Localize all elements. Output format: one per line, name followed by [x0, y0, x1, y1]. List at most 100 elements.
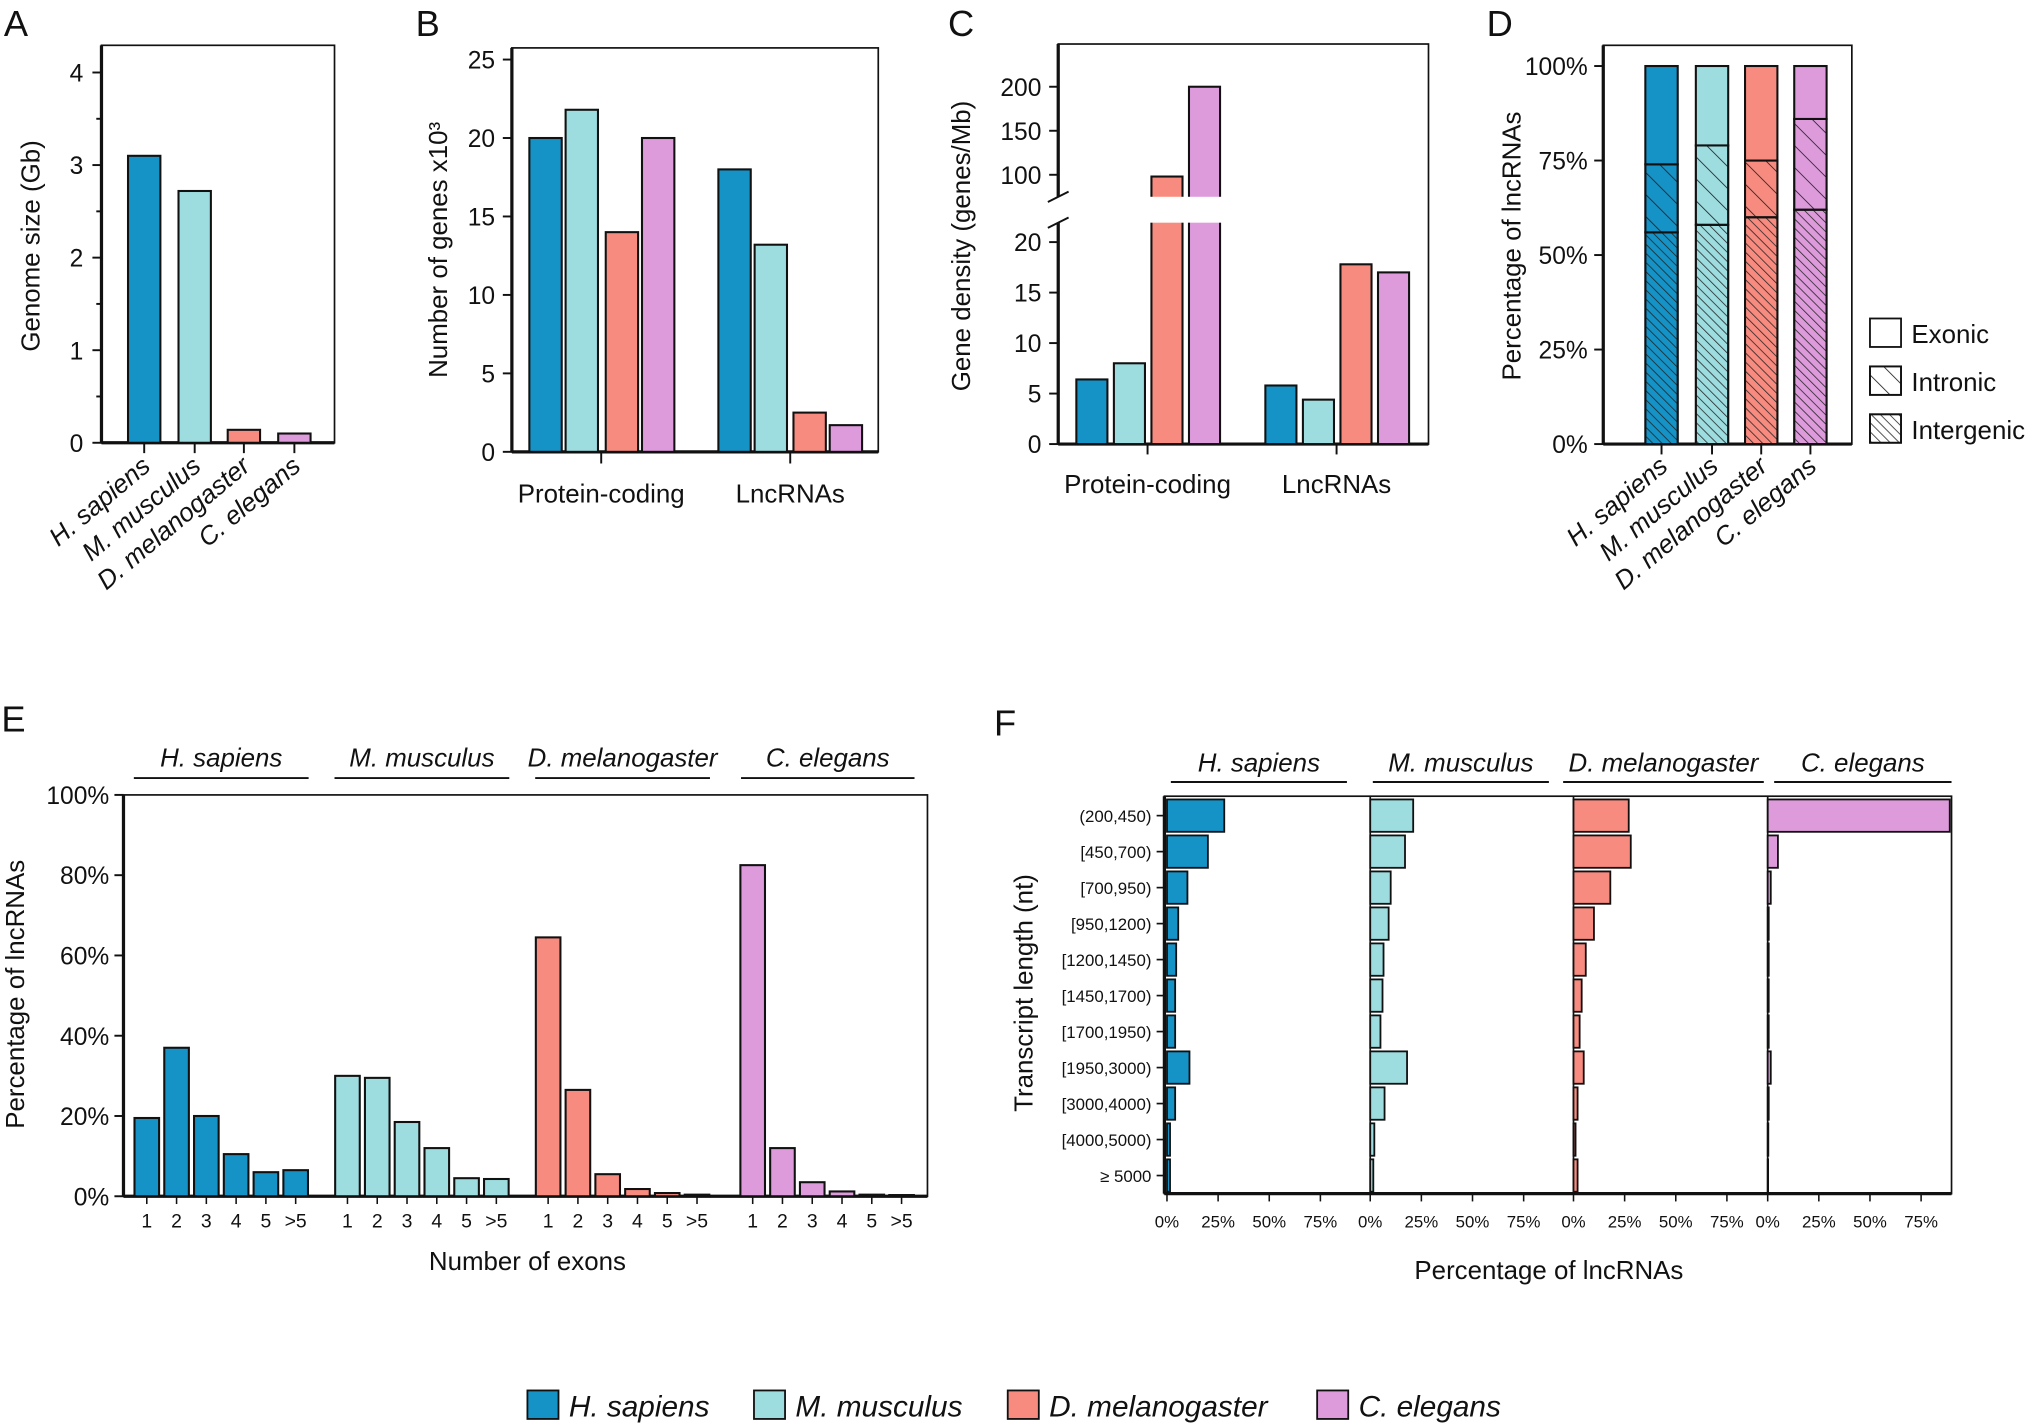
panel-f-bar: [1369, 1086, 1386, 1121]
panel-e-x-tick-label: 4: [431, 1210, 442, 1232]
legend-swatch-species: [1006, 1389, 1040, 1420]
panel-b-y-label: Number of genes x10³: [425, 121, 453, 377]
panel-e-bar: [828, 1190, 856, 1198]
legend-label-species: D. melanogaster: [1049, 1390, 1268, 1423]
panel-e-x-tick-label: 1: [342, 1210, 353, 1232]
panel-e-bar: [888, 1194, 915, 1198]
panel-c-bar: [1264, 384, 1298, 446]
panel-f-x-tick-label: 75%: [1710, 1212, 1744, 1231]
panel-e-species-header: M. musculus: [349, 744, 494, 772]
legend-swatch-species: [753, 1389, 786, 1420]
panel-f-y-tick-label: [450,700): [1080, 843, 1151, 862]
panel-b-tick-label: 10: [468, 283, 495, 310]
panel-f-bar: [1166, 870, 1189, 905]
panel-c-axis-break: [1042, 196, 1250, 223]
panel-e-x-tick-label: 4: [837, 1210, 848, 1232]
panel-e-tick-label: 60%: [60, 944, 109, 971]
panel-label-e: E: [1, 698, 25, 739]
panel-e-bar: [483, 1177, 510, 1198]
panel-b-bar: [604, 231, 640, 453]
panel-f-bar: [1766, 834, 1779, 869]
panel-f-bar: [1572, 978, 1583, 1013]
panel-e-tick-label: 80%: [60, 863, 109, 890]
panel-e-bar: [564, 1088, 592, 1198]
panel-f-bar: [1572, 870, 1612, 905]
panel-e-y-label: Percentage of lncRNAs: [2, 860, 30, 1129]
panel-e-bar: [683, 1193, 711, 1198]
panel-e-x-label: Number of exons: [429, 1248, 626, 1276]
panel-d-tick-label: 100%: [1525, 54, 1588, 81]
panel-d-hatch: [1793, 118, 1828, 211]
panel-e-x-tick-label: 2: [573, 1210, 584, 1232]
panel-e-x-tick-label: 3: [201, 1210, 212, 1232]
panel-c-tick-label: 10: [1014, 331, 1041, 358]
panel-c-x-label: Protein-coding: [1064, 471, 1231, 499]
panel-f-x-tick-label: 50%: [1456, 1212, 1490, 1231]
panel-label-a: A: [4, 3, 29, 44]
panel-e-x-tick-label: 1: [747, 1210, 758, 1232]
panel-a-tick-label: 3: [70, 153, 84, 180]
panel-f-bar: [1572, 798, 1630, 833]
panel-f-x-tick-label: 50%: [1853, 1212, 1887, 1231]
panel-d-hatch: [1694, 223, 1730, 445]
panel-f-bar: [1166, 798, 1226, 833]
panel-f-bar: [1572, 1014, 1581, 1049]
panel-d-bar-exonic: [1644, 64, 1679, 166]
panel-b-bar: [528, 136, 563, 453]
panel-e-x-tick-label: 2: [171, 1210, 182, 1232]
panel-d-bar-exonic: [1793, 64, 1828, 120]
panel-e-x-tick-label: >5: [485, 1210, 507, 1232]
panel-d-hatch: [1644, 231, 1679, 445]
panel-f-y-tick-label: ≥ 5000: [1100, 1167, 1151, 1186]
panel-e-x-tick-label: 5: [866, 1210, 877, 1232]
panel-e-species-header: C. elegans: [766, 744, 890, 772]
panel-f-bar: [1369, 942, 1385, 977]
panel-f-y-tick-label: [1200,1450): [1062, 951, 1152, 970]
panel-d-tick-label: 25%: [1539, 338, 1588, 365]
panel-f-axes: [1163, 795, 1953, 1195]
panel-e-x-tick-label: >5: [891, 1210, 913, 1232]
panel-e-x-tick-label: 5: [461, 1210, 472, 1232]
panel-b-bar: [564, 108, 600, 453]
panel-f-species-header: C. elegans: [1801, 750, 1925, 778]
panel-f-bar: [1369, 834, 1406, 869]
panel-e-species-header: D. melanogaster: [528, 744, 719, 772]
panel-f-x-tick-label: 50%: [1252, 1212, 1286, 1231]
panel-f-x-tick-label: 0%: [1358, 1212, 1382, 1231]
panel-d-tick-label: 0%: [1552, 432, 1588, 459]
panel-e-x-tick-label: 5: [662, 1210, 673, 1232]
legend-label: Intergenic: [1911, 417, 2025, 445]
panel-b-tick-label: 5: [481, 361, 495, 388]
panel-e-bar: [334, 1074, 361, 1198]
panel-f-x-tick-label: 0%: [1756, 1212, 1780, 1231]
legend-hatch: [1869, 413, 1902, 444]
panel-e-bar: [252, 1171, 280, 1198]
panel-f-x-tick-label: 25%: [1608, 1212, 1642, 1231]
panel-e-bar: [624, 1187, 651, 1198]
panel-f-x-tick-label: 0%: [1155, 1212, 1179, 1231]
panel-d-hatch: [1644, 163, 1679, 234]
panel-f-x-tick-label: 75%: [1507, 1212, 1541, 1231]
panel-f-bar: [1166, 1158, 1171, 1193]
panel-f-bar: [1572, 834, 1632, 869]
panel-c-break-mark: [1047, 216, 1070, 229]
panel-f-bar: [1166, 1122, 1171, 1157]
panel-e-x-tick-label: 1: [141, 1210, 152, 1232]
panel-e-bar: [363, 1076, 391, 1198]
panel-label-f: F: [994, 702, 1016, 743]
legend-swatch-exonic: [1869, 317, 1902, 348]
panel-a-bar: [277, 432, 312, 444]
panel-e-bar: [282, 1169, 310, 1198]
panel-e-x-tick-label: 3: [807, 1210, 818, 1232]
panel-c-tick-label: 20: [1014, 230, 1041, 257]
panel-a-y-label: Genome size (Gb): [17, 140, 45, 351]
panel-f-y-tick-label: [4000,5000): [1062, 1131, 1152, 1150]
panel-e-x-tick-label: 1: [543, 1210, 554, 1232]
panel-e-x-tick-label: 4: [632, 1210, 643, 1232]
panel-c-tick-label: 15: [1014, 281, 1041, 308]
panel-f-bar: [1166, 834, 1209, 869]
panel-c-tick-label: 5: [1028, 382, 1042, 409]
panel-f-bar: [1369, 978, 1384, 1013]
panel-c-y-label: Gene density (genes/Mb): [948, 101, 976, 392]
panel-e-x-tick-label: >5: [285, 1210, 307, 1232]
